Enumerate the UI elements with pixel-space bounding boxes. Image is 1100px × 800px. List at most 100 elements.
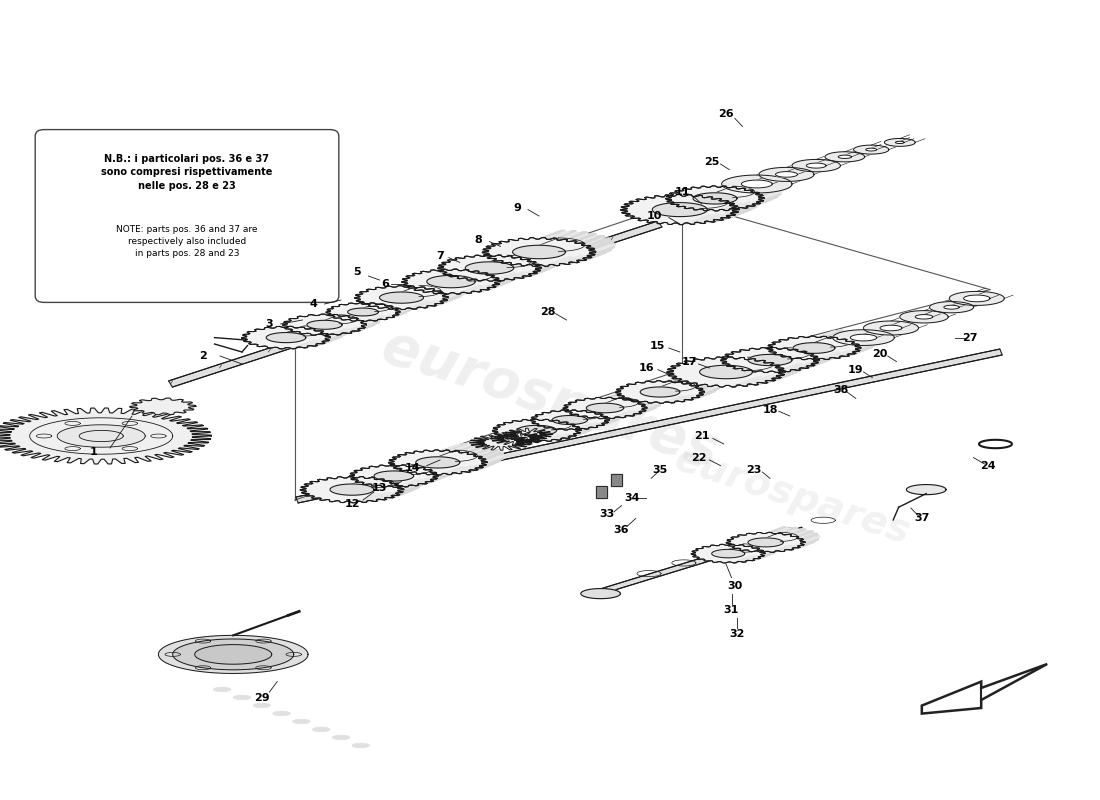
Polygon shape [573,405,590,410]
Polygon shape [729,197,751,206]
Polygon shape [440,295,461,303]
Polygon shape [468,446,486,454]
Polygon shape [576,253,597,261]
Polygon shape [418,280,440,288]
Polygon shape [758,551,776,558]
Polygon shape [850,334,877,341]
Polygon shape [398,483,422,492]
Polygon shape [568,398,642,418]
Polygon shape [374,471,414,481]
Polygon shape [324,329,343,336]
Polygon shape [722,211,745,220]
Polygon shape [399,307,411,312]
Polygon shape [754,199,773,206]
Polygon shape [770,355,795,365]
Polygon shape [573,429,591,435]
Polygon shape [307,339,324,347]
Polygon shape [354,466,433,486]
Polygon shape [627,196,733,223]
Polygon shape [811,357,829,364]
Polygon shape [482,461,500,468]
Polygon shape [349,312,365,318]
Text: 29: 29 [254,693,270,702]
Ellipse shape [293,719,310,724]
Polygon shape [579,253,604,261]
Polygon shape [328,327,346,334]
Polygon shape [569,254,591,262]
Polygon shape [744,556,760,562]
Polygon shape [485,268,505,275]
Polygon shape [593,407,609,413]
Polygon shape [384,300,396,306]
Polygon shape [702,382,718,389]
Polygon shape [668,396,688,403]
Polygon shape [396,486,416,494]
Polygon shape [566,234,588,242]
Polygon shape [695,546,761,562]
Polygon shape [774,546,790,552]
Polygon shape [713,212,737,222]
Polygon shape [820,353,837,360]
Polygon shape [363,315,379,322]
Polygon shape [772,354,795,363]
Polygon shape [757,195,774,202]
Polygon shape [585,253,606,261]
Polygon shape [796,531,813,538]
Polygon shape [778,361,805,370]
Polygon shape [811,350,835,356]
Polygon shape [266,333,306,342]
Polygon shape [726,204,746,210]
Polygon shape [426,463,448,470]
Polygon shape [575,405,591,411]
Polygon shape [399,479,419,486]
Polygon shape [778,342,799,349]
Polygon shape [486,266,506,274]
Polygon shape [789,529,806,535]
Polygon shape [736,181,754,189]
Polygon shape [396,459,417,466]
Polygon shape [771,546,789,552]
Polygon shape [495,280,514,287]
Polygon shape [762,545,779,551]
Polygon shape [322,326,345,334]
Polygon shape [469,464,488,472]
Text: 24: 24 [980,461,996,470]
Polygon shape [539,258,558,265]
Polygon shape [552,257,576,266]
Polygon shape [434,298,454,306]
Polygon shape [366,494,387,502]
Polygon shape [698,383,718,390]
Polygon shape [456,444,476,451]
Polygon shape [487,281,506,288]
Polygon shape [675,395,693,402]
Polygon shape [602,409,617,414]
Polygon shape [341,327,359,334]
Polygon shape [695,382,712,388]
Polygon shape [588,407,607,413]
Polygon shape [566,416,583,422]
Polygon shape [536,262,559,269]
Polygon shape [691,216,716,224]
Polygon shape [57,425,145,447]
Polygon shape [859,344,877,351]
Polygon shape [316,338,334,346]
Polygon shape [602,418,618,425]
Polygon shape [544,259,568,266]
Polygon shape [689,186,713,195]
Ellipse shape [233,695,251,700]
Polygon shape [695,214,719,222]
Polygon shape [522,270,541,276]
Polygon shape [544,434,563,442]
Polygon shape [326,330,348,337]
Polygon shape [574,418,590,425]
Polygon shape [394,310,410,315]
Polygon shape [398,310,410,315]
Polygon shape [474,448,494,456]
Polygon shape [727,181,747,188]
Polygon shape [781,364,801,371]
Polygon shape [418,477,438,484]
Polygon shape [662,376,681,382]
Polygon shape [792,159,840,172]
Polygon shape [446,287,464,294]
Polygon shape [736,556,752,562]
